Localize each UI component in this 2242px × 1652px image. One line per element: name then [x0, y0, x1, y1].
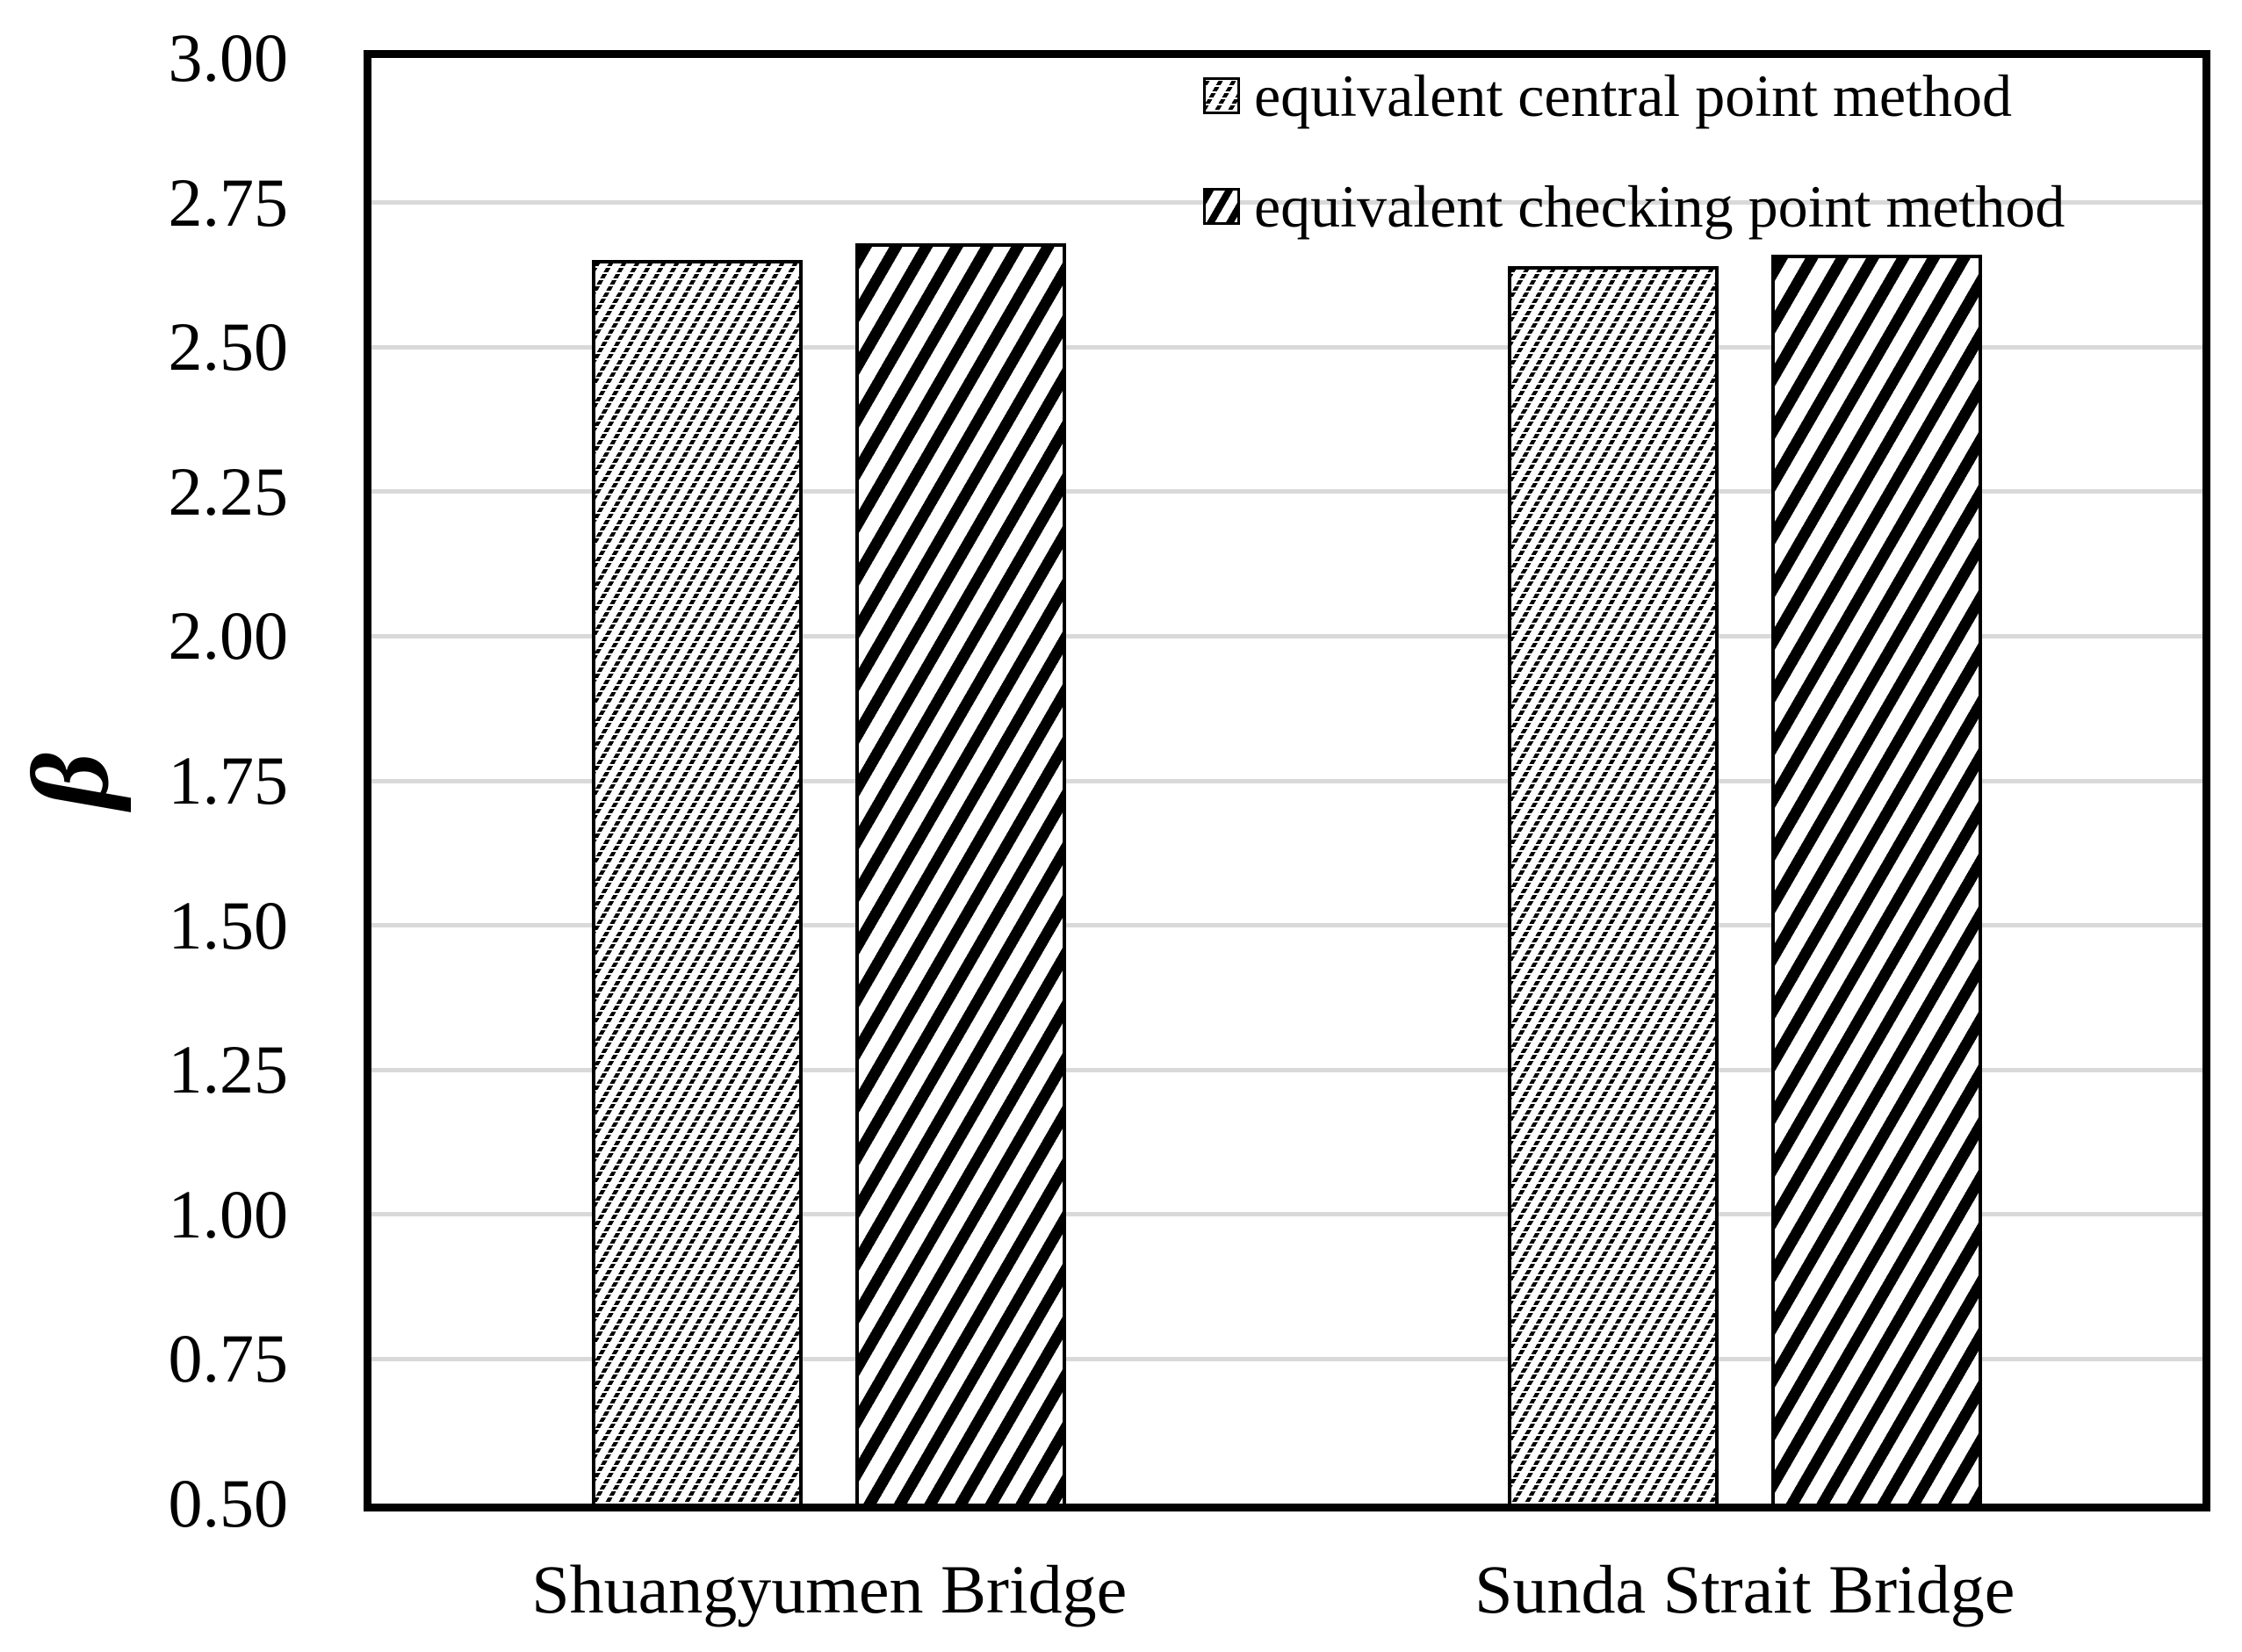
plot-inner: equivalent central point method equivalen…: [371, 58, 2202, 1504]
gridline: [371, 344, 2202, 350]
bar-wide-upward-diagonal: [1770, 254, 1982, 1504]
bar-light-upward-diagonal: [592, 260, 804, 1504]
gridline: [371, 778, 2202, 783]
y-tick-label: 1.50: [168, 886, 289, 963]
gridline: [371, 1356, 2202, 1361]
legend: equivalent central point method equivalen…: [1203, 58, 2065, 244]
legend-item-label: equivalent central point method: [1254, 62, 2012, 129]
y-tick-label: 3.00: [168, 19, 289, 96]
y-tick-label: 2.75: [168, 163, 289, 241]
y-tick-label: 0.75: [168, 1320, 289, 1397]
gridline: [371, 489, 2202, 494]
gridline: [371, 923, 2202, 928]
y-tick-label: 2.50: [168, 308, 289, 386]
legend-item-label: equivalent checking point method: [1254, 173, 2065, 240]
light-upward-diagonal-hatch-icon: [1203, 77, 1240, 114]
y-tick-label: 2.25: [168, 452, 289, 530]
x-category-label: Sunda Strait Bridge: [1474, 1551, 2015, 1627]
y-tick-label: 1.25: [168, 1031, 289, 1108]
legend-item: equivalent checking point method: [1203, 169, 2065, 244]
x-category-label: Shuangyumen Bridge: [531, 1551, 1128, 1627]
gridline: [371, 633, 2202, 638]
legend-item: equivalent central point method: [1203, 58, 2065, 133]
gridline: [371, 1067, 2202, 1072]
bar-wide-upward-diagonal: [855, 242, 1067, 1504]
y-tick-label: 0.50: [168, 1465, 289, 1541]
y-tick-label: 1.75: [168, 742, 289, 819]
y-tick-label: 1.00: [168, 1175, 289, 1252]
y-tick-label: 2.00: [168, 597, 289, 675]
wide-upward-diagonal-hatch-icon: [1203, 188, 1240, 225]
gridline: [371, 1212, 2202, 1217]
bar-light-upward-diagonal: [1507, 266, 1719, 1504]
plot-area: equivalent central point method equivalen…: [364, 50, 2210, 1511]
gridline: [371, 200, 2202, 206]
